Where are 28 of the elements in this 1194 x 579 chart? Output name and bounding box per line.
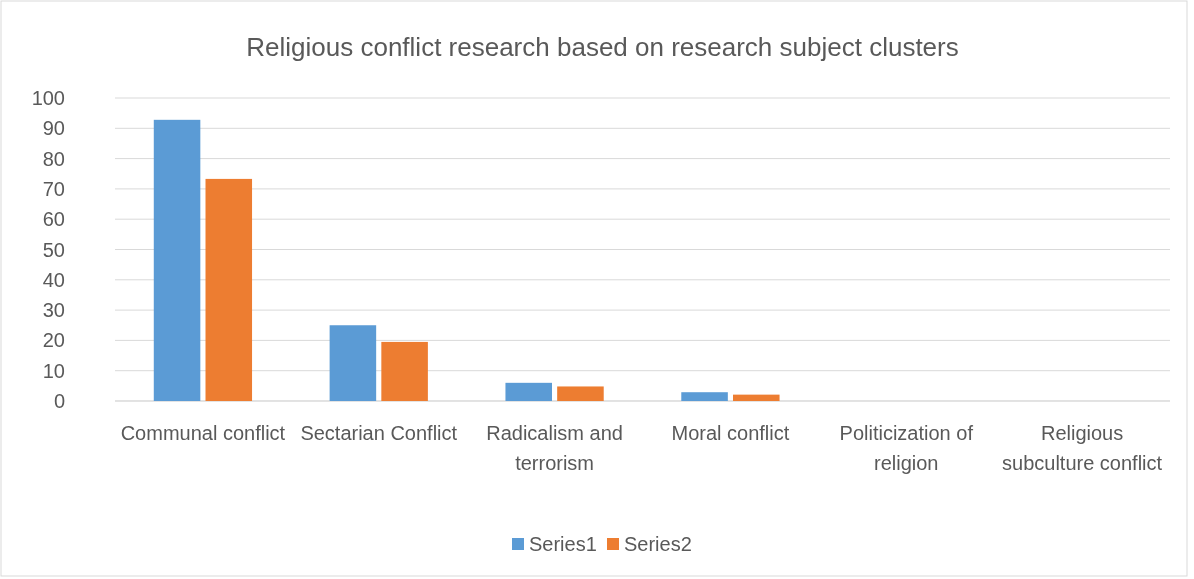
x-tick-label: Communal conflict — [120, 422, 286, 444]
y-tick-label: 90 — [42, 117, 65, 140]
bar — [557, 386, 604, 401]
bar — [205, 178, 253, 401]
y-tick-label: 60 — [42, 208, 65, 231]
x-tick-label: Radicalism and terrorism — [486, 422, 623, 474]
legend-label: Series2 — [624, 533, 692, 555]
y-tick-label: 100 — [31, 87, 65, 109]
x-tick-label: Religious subculture conflict — [1002, 422, 1163, 474]
y-tick-label: 0 — [53, 390, 65, 412]
bar — [153, 119, 201, 401]
x-tick-label: Moral conflict — [671, 422, 790, 444]
y-tick-label: 80 — [42, 147, 65, 170]
bar — [381, 341, 428, 401]
y-tick-label: 40 — [42, 268, 65, 291]
y-tick-label: 30 — [42, 299, 65, 322]
y-tick-label: 10 — [42, 359, 65, 382]
bar — [329, 325, 377, 401]
bar — [733, 394, 780, 401]
x-tick-label: Politicization of religion — [839, 422, 974, 474]
y-tick-label: 50 — [42, 238, 65, 261]
x-tick-label: Sectarian Conflict — [300, 422, 458, 444]
y-tick-label: 70 — [42, 177, 65, 200]
chart-title: Religious conflict research based on research subject clusters — [246, 32, 959, 62]
y-tick-label: 20 — [42, 329, 65, 352]
bar — [681, 392, 728, 401]
bar — [505, 382, 552, 401]
legend-label: Series1 — [529, 533, 597, 555]
